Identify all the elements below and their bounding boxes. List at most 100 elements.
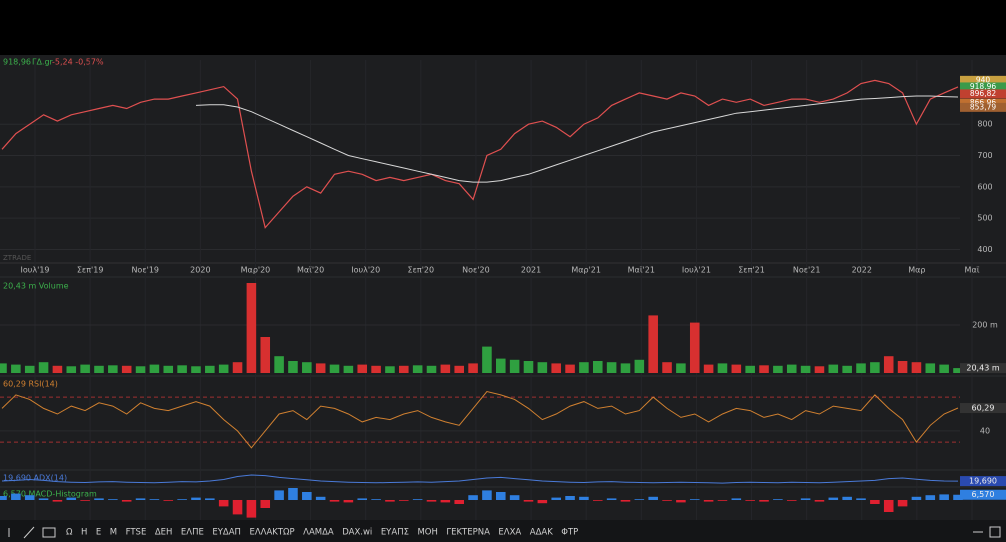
toolbar-item[interactable]: ΕΛΠΕ [181, 528, 204, 538]
bar [925, 495, 936, 500]
bar [759, 365, 769, 373]
bar [357, 498, 368, 500]
bar [648, 315, 658, 373]
value-tag-bg [960, 403, 1006, 414]
bar [274, 490, 284, 500]
bar [440, 364, 451, 373]
bar [496, 358, 506, 373]
bar [218, 364, 229, 373]
bar [883, 500, 894, 512]
toolbar-item[interactable]: FTSE [126, 528, 147, 538]
toolbar-item[interactable]: ΕΥΔΑΠ [212, 528, 241, 538]
bar [496, 492, 506, 500]
bar [579, 362, 589, 373]
bar [52, 500, 63, 502]
bar [426, 500, 437, 502]
price-tag: 918,96 [970, 82, 996, 91]
toolbar-icons [8, 526, 1001, 539]
bar [482, 490, 492, 500]
bar [523, 500, 534, 502]
bar [52, 365, 63, 373]
bar [24, 365, 35, 373]
toolbar-item[interactable]: Ω [66, 528, 73, 538]
bar [343, 365, 354, 373]
bar [315, 363, 326, 373]
bar [551, 363, 561, 373]
bar [218, 500, 229, 507]
toolbar-item[interactable]: ΕΛΛΑΚΤΩΡ [249, 528, 294, 538]
toolbar-item[interactable]: ΦΤΡ [561, 528, 578, 538]
toolbar-item[interactable]: ΔΕΗ [155, 528, 173, 538]
draw-icon[interactable] [23, 526, 35, 539]
bar [870, 362, 880, 373]
bar [537, 500, 548, 504]
toolbar-item[interactable]: ΑΔΑΚ [530, 528, 553, 538]
bar [634, 359, 645, 373]
maximize-icon[interactable] [989, 526, 1001, 538]
bar [620, 500, 631, 502]
series-line [1, 474, 959, 484]
bar [412, 365, 423, 373]
bar [856, 498, 866, 500]
bar [232, 500, 243, 515]
x-tick-label: Σεπ'21 [738, 266, 765, 275]
y-tick-label: 600 [977, 182, 992, 191]
bar [482, 346, 492, 373]
x-tick-label: Μαρ'21 [571, 266, 601, 275]
bar [870, 500, 880, 504]
price-tag: 896,82 [970, 89, 996, 98]
toolbar-item[interactable]: E [96, 528, 101, 538]
bar [260, 337, 271, 373]
toolbar-item[interactable]: H [81, 528, 87, 538]
bar [759, 500, 769, 502]
bar [412, 499, 423, 500]
price-tag-bg [960, 75, 1006, 85]
bar [634, 499, 645, 500]
bar [592, 361, 603, 373]
bar [565, 496, 575, 500]
bar [509, 495, 520, 500]
toolbar-item[interactable]: DAX.wi [342, 528, 372, 538]
bar [426, 365, 437, 373]
value-tag: 6,570 [972, 490, 995, 499]
toolbar-item[interactable]: ΓΕΚΤΕΡΝΑ [446, 528, 490, 538]
bar [703, 364, 714, 373]
toolbar-item[interactable]: M [110, 528, 117, 538]
bar [108, 499, 118, 500]
indicator-label: 6,570 MACD-Histogram [3, 490, 97, 499]
toolbar-item[interactable]: ΕΥΑΠΣ [381, 528, 409, 538]
bar [814, 366, 825, 373]
bar [579, 496, 589, 500]
toolbar-item[interactable]: ΕΛΧΑ [498, 528, 521, 538]
bar [856, 363, 866, 373]
bar [191, 366, 201, 373]
toolbar-item[interactable]: ΛΑΜΔΑ [303, 528, 334, 538]
bar [717, 363, 728, 373]
bar [94, 498, 104, 500]
x-tick-label: Νοε'19 [131, 266, 159, 275]
bar [11, 493, 21, 500]
bar [523, 361, 534, 373]
bar [606, 498, 617, 500]
bar [468, 363, 478, 373]
x-tick-label: Μαϊ'21 [628, 266, 655, 275]
list-icon[interactable] [42, 527, 56, 538]
bar [842, 496, 852, 500]
bar [371, 499, 381, 500]
x-tick-label: Νοε'21 [793, 266, 821, 275]
bar [135, 366, 146, 373]
toolbar-item[interactable]: ΜΟΗ [417, 528, 437, 538]
series-line [1, 390, 959, 449]
bar [260, 500, 271, 508]
bar [0, 363, 7, 373]
bar [814, 500, 825, 502]
price-tag: 866,96 [970, 98, 996, 107]
bar [94, 365, 104, 373]
bar [11, 364, 21, 373]
bar [0, 496, 7, 500]
y-tick-label: 200 m [972, 321, 998, 330]
bar [939, 364, 949, 373]
bar [592, 500, 603, 501]
price-tag-bg [960, 102, 1006, 112]
